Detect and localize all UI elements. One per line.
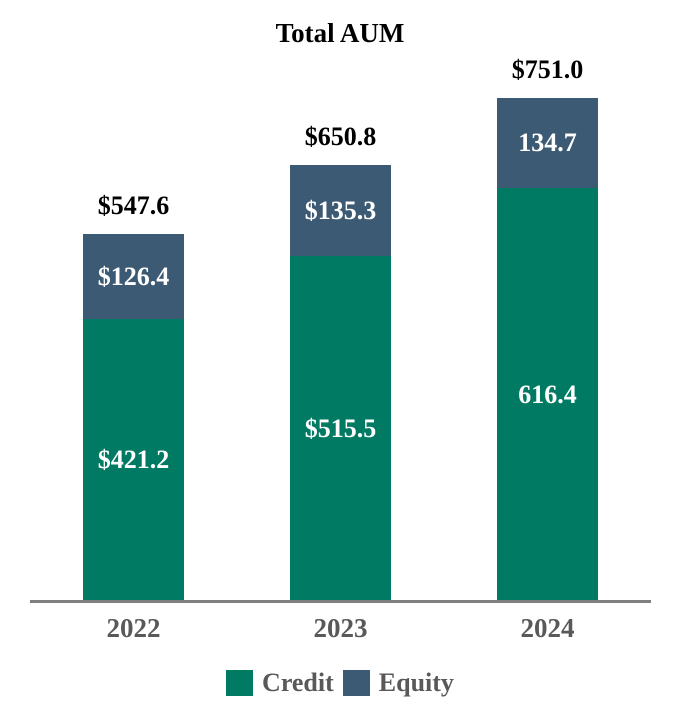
- total-data-label: $650.8: [304, 122, 377, 151]
- credit-segment: 616.4: [497, 188, 598, 601]
- equity-data-label: $135.3: [304, 195, 377, 225]
- x-axis-line: [30, 600, 651, 603]
- x-tick-label-2022: 2022: [106, 613, 161, 643]
- credit-segment: $421.2: [83, 319, 184, 601]
- legend-label-equity: Equity: [378, 668, 454, 697]
- credit-data-label: $515.5: [304, 413, 377, 443]
- total-data-label: $751.0: [511, 55, 584, 84]
- bar-group-2023: $650.8 $135.3 $515.5: [237, 122, 444, 601]
- equity-swatch-icon: [342, 670, 370, 696]
- equity-segment: $135.3: [290, 165, 391, 256]
- bar-2022: $126.4 $421.2: [83, 234, 184, 601]
- credit-segment: $515.5: [290, 256, 391, 601]
- x-tick-label-2024: 2024: [520, 613, 575, 643]
- equity-segment: 134.7: [497, 98, 598, 188]
- credit-data-label: $421.2: [97, 445, 170, 474]
- bar-2024: 134.7 616.4: [497, 98, 598, 601]
- credit-swatch-icon: [226, 670, 254, 696]
- credit-data-label: 616.4: [518, 379, 577, 409]
- bar-group-2022: $547.6 $126.4 $421.2: [30, 191, 237, 601]
- legend-item-credit: Credit: [226, 668, 334, 698]
- plot-area: $547.6 $126.4 $421.2 $650.8 $135.3 $515.…: [30, 0, 651, 601]
- x-tick-label-2023: 2023: [313, 613, 368, 643]
- legend: Credit Equity: [0, 668, 680, 698]
- x-axis-labels: 2022 2023 2024: [30, 613, 651, 644]
- equity-data-label: 134.7: [518, 128, 577, 157]
- bar-2023: $135.3 $515.5: [290, 165, 391, 601]
- chart-title: Total AUM: [275, 18, 405, 48]
- equity-data-label: $126.4: [97, 261, 170, 291]
- legend-item-equity: Equity: [342, 668, 454, 698]
- bar-group-2024: $751.0 134.7 616.4: [444, 55, 651, 601]
- total-data-label: $547.6: [97, 191, 170, 220]
- legend-label-credit: Credit: [262, 668, 334, 697]
- equity-segment: $126.4: [83, 234, 184, 319]
